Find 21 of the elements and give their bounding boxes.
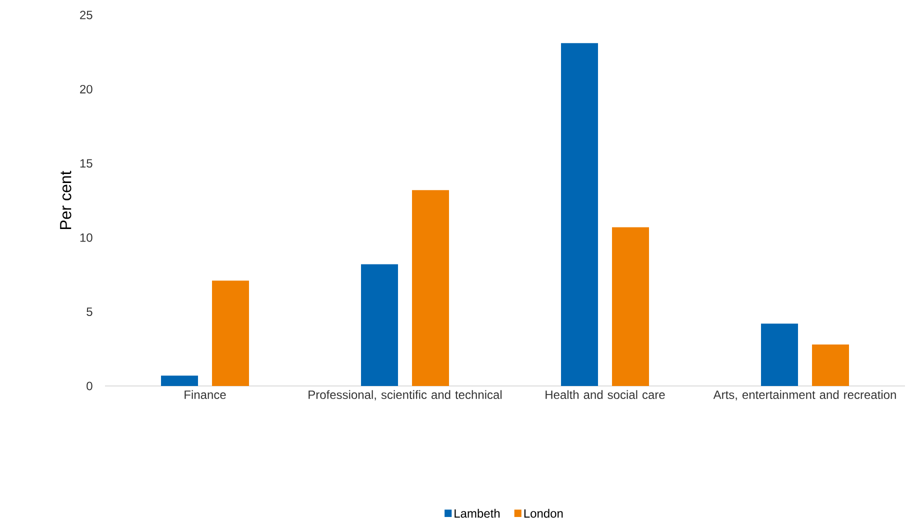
y-tick-label: 15: [80, 159, 92, 168]
bar: [212, 280, 250, 386]
legend-label: Lambeth: [454, 508, 500, 518]
y-tick-label: 0: [86, 382, 92, 390]
y-tick-label: 5: [86, 307, 92, 316]
x-tick-label: Professional, scientific and technical: [308, 390, 502, 400]
legend-label: London: [524, 508, 563, 518]
y-tick-label: 10: [80, 233, 92, 242]
x-tick-label: Health and social care: [546, 390, 665, 399]
y-axis-title: Per cent: [60, 170, 72, 229]
bar: [812, 344, 850, 386]
bar: [561, 42, 598, 386]
y-tick-label: 20: [80, 84, 92, 94]
y-tick-label: 25: [80, 10, 92, 20]
bar: [412, 190, 450, 386]
bar: [161, 375, 198, 386]
x-tick-label: Finance: [184, 390, 226, 399]
bar: [612, 227, 650, 386]
bar: [761, 323, 798, 386]
x-tick-label: Arts, entertainment and recreation: [713, 390, 896, 400]
bar: [361, 264, 398, 386]
